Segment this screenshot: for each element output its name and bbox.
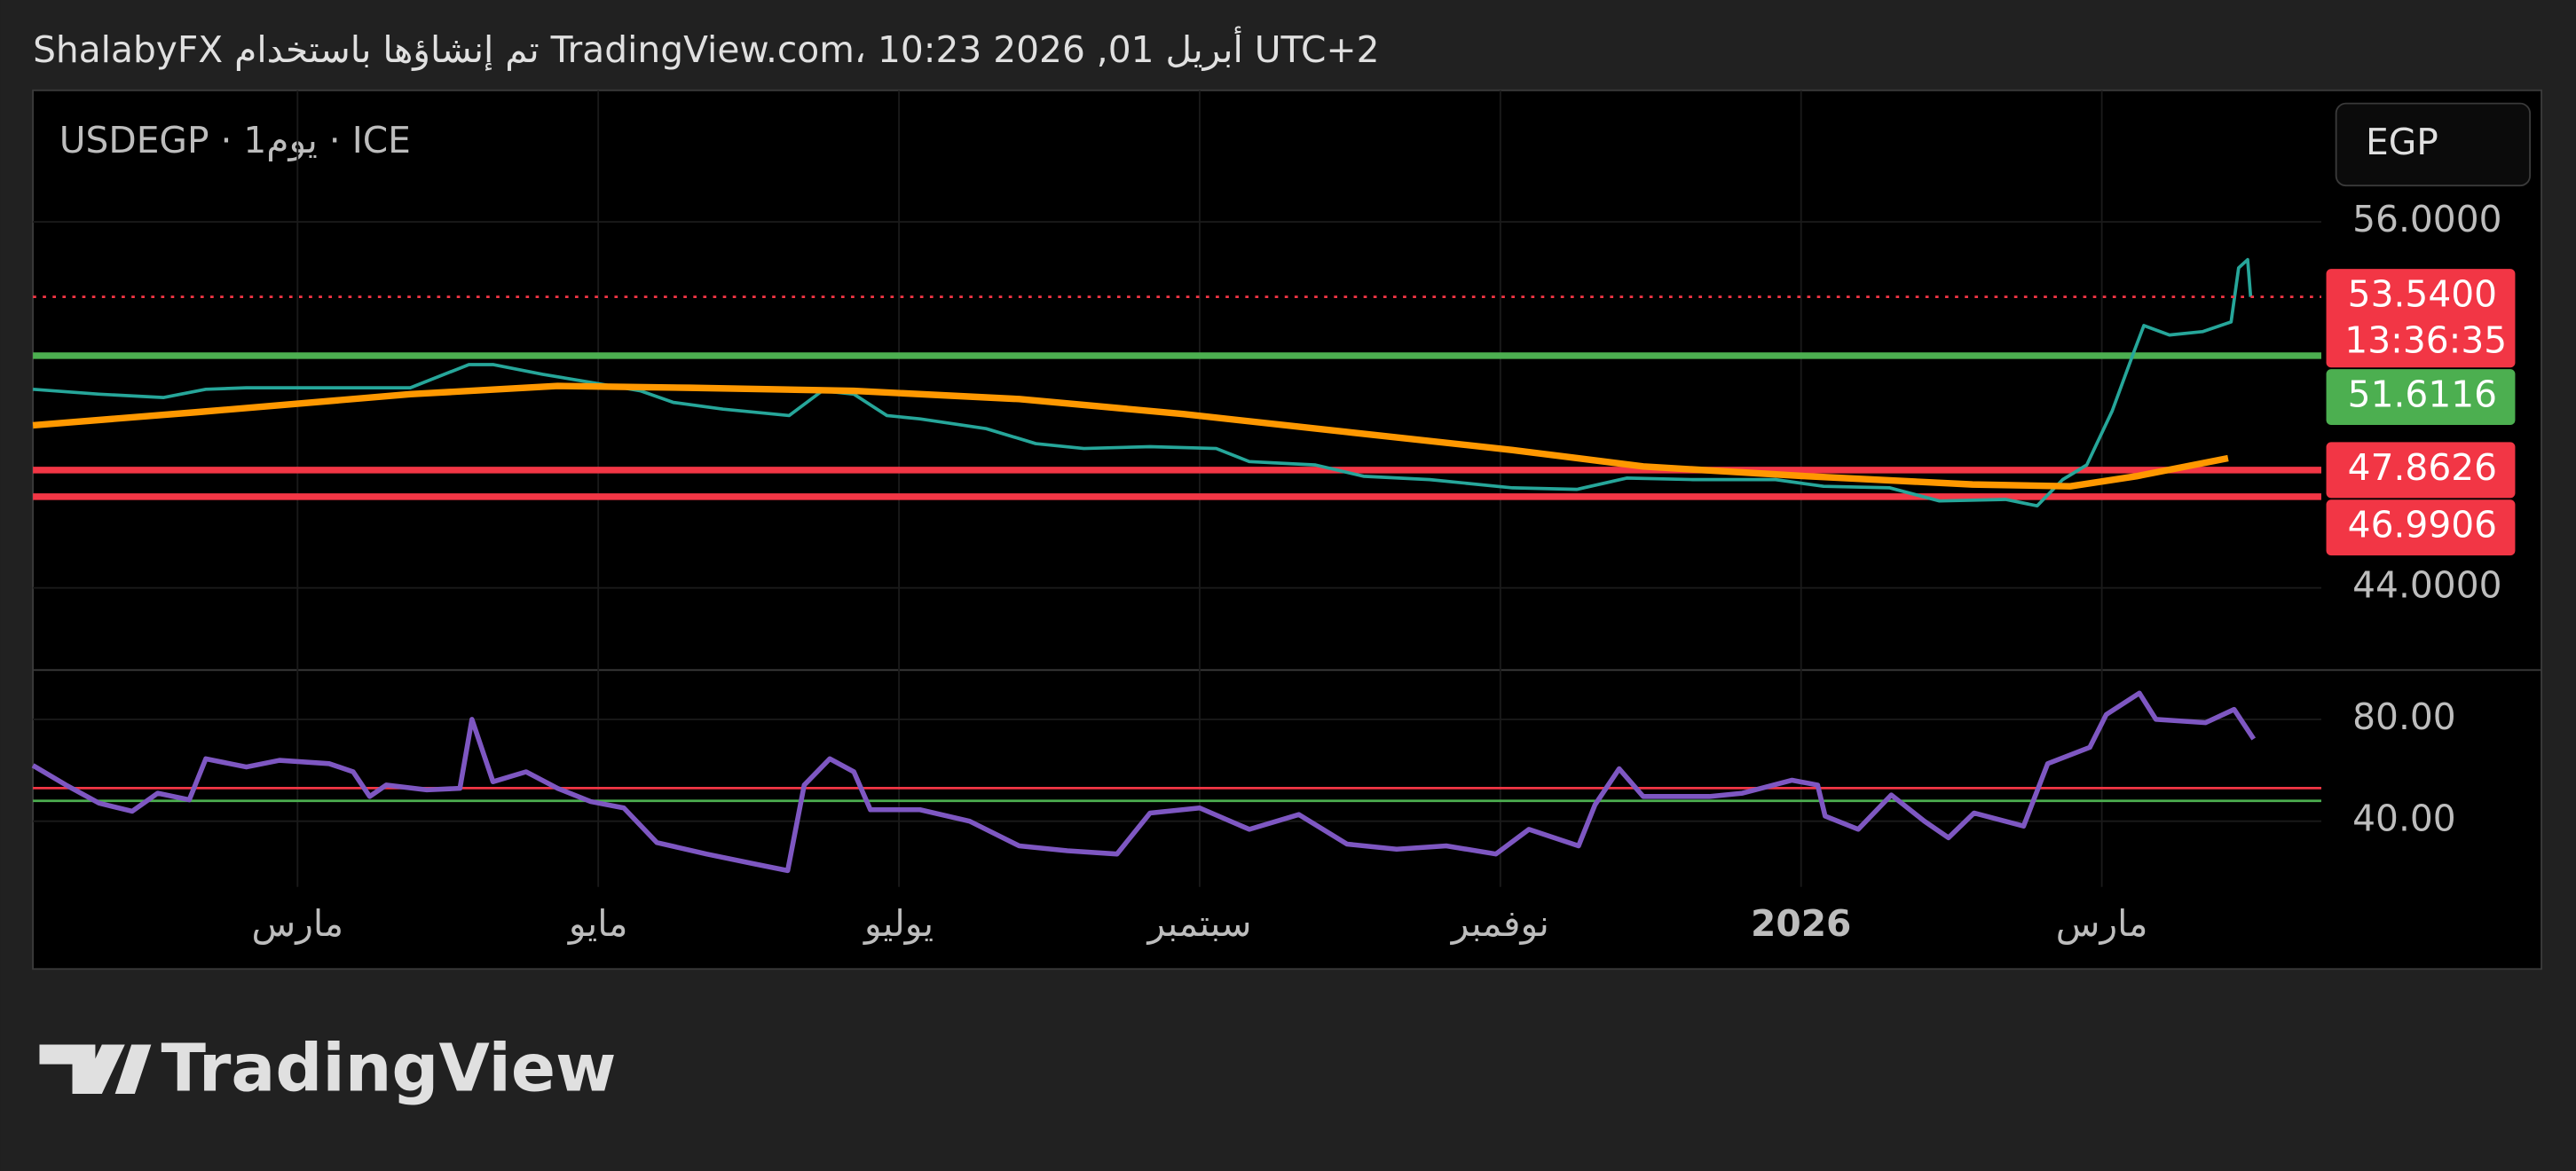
x-tick-label: مارس (252, 902, 344, 945)
price-label-box (2326, 442, 2516, 499)
x-tick-label: 2026 (1751, 902, 1851, 945)
price-line (32, 257, 2253, 508)
price-label: 53.5400 (2348, 273, 2497, 316)
rsi-line (31, 690, 2257, 874)
currency-button[interactable] (2335, 102, 2532, 187)
y-tick-label: 80.00 (2352, 696, 2456, 738)
price-label-box (2326, 269, 2516, 368)
price-label-box (2326, 499, 2516, 556)
moving-average (32, 382, 2229, 490)
y-tick-label: 56.0000 (2352, 198, 2501, 240)
x-tick-label: مارس (2056, 902, 2148, 945)
price-label: 51.6116 (2348, 373, 2497, 416)
plot-frame (32, 89, 2542, 971)
x-tick-label: مايو (567, 902, 628, 945)
x-tick-label: يوليو (863, 902, 934, 945)
y-tick-label: 40.00 (2352, 798, 2456, 840)
countdown: 13:36:35 (2344, 318, 2507, 361)
logo-icon (39, 1044, 152, 1094)
x-tick-label: نوفمبر (1450, 902, 1549, 945)
x-tick-label: سبتمبر (1146, 902, 1251, 945)
price-label-box (2326, 369, 2516, 426)
brand: TradingView (161, 1030, 616, 1106)
price-label: 47.8626 (2348, 446, 2497, 489)
symbol-title: USDEGP · 1يوم · ICE (59, 119, 411, 161)
currency-label[interactable]: EGP (2366, 121, 2438, 163)
header: ShalabyFX تم إنشاؤها باستخدام TradingVie… (33, 26, 1379, 71)
logo: TradingView (39, 1030, 616, 1106)
y-tick-label: 44.0000 (2352, 564, 2501, 607)
price-label: 46.9906 (2348, 504, 2497, 546)
